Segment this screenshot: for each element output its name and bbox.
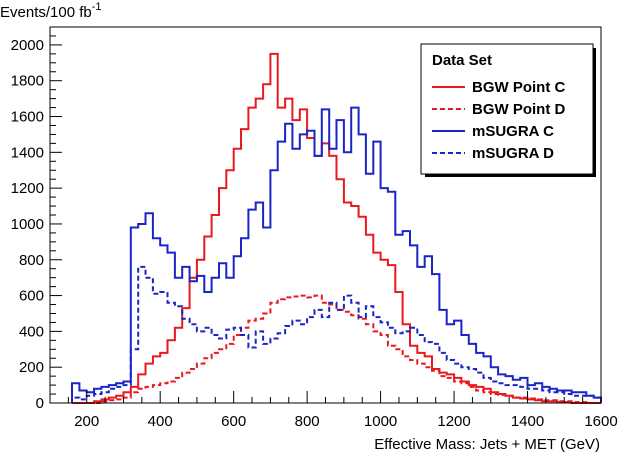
legend-label-1: BGW Point C [472, 79, 565, 96]
series-line-2 [72, 294, 601, 404]
y-tick-label: 600 [19, 288, 44, 305]
y-axis-title: Events/100 fb-1 [0, 1, 102, 21]
x-axis-title: Effective Mass: Jets + MET (GeV) [374, 436, 600, 453]
series-line-3 [71, 106, 602, 403]
x-tick-label: 200 [74, 413, 99, 430]
y-tick-label: 1400 [11, 144, 44, 161]
x-tick-label: 600 [221, 413, 246, 430]
y-tick-label: 1200 [11, 180, 44, 197]
x-tick-label: 400 [148, 413, 173, 430]
y-tick-label: 2000 [11, 37, 44, 54]
y-tick-label: 1000 [11, 216, 44, 233]
y-tick-label: 0 [36, 395, 44, 412]
legend-label-3: mSUGRA C [472, 123, 554, 140]
y-tick-label: 800 [19, 252, 44, 269]
x-tick-label: 800 [295, 413, 320, 430]
y-tick-label: 1600 [11, 109, 44, 126]
series-line-4 [71, 265, 602, 403]
legend-shadow-right [593, 48, 596, 177]
legend-entries: BGW Point C BGW Point D mSUGRA C mSUGRA D [432, 79, 565, 162]
series-layer [71, 52, 602, 404]
y-tick-label: 1800 [11, 73, 44, 90]
legend: Data Set BGW Point C BGW Point D mSUGRA C m… [420, 43, 596, 177]
legend-label-4: mSUGRA D [472, 145, 554, 162]
y-tick-label: 200 [19, 359, 44, 376]
x-tick-label: 1600 [584, 413, 617, 430]
y-axis-title-superscript: -1 [92, 1, 102, 13]
y-tick-label: 400 [19, 323, 44, 340]
legend-shadow-bottom [425, 174, 596, 177]
y-axis-title-text: Events/100 fb [0, 4, 92, 21]
axes-layer: 200 400 600 800 1000 1200 1400 1600 0 200 400 600 80… [11, 26, 618, 430]
x-tick-label: 1400 [511, 413, 544, 430]
x-tick-label: 1000 [364, 413, 397, 430]
legend-label-2: BGW Point D [472, 101, 565, 118]
x-tick-label: 1200 [437, 413, 470, 430]
series-line-1 [72, 52, 601, 404]
legend-title: Data Set [432, 52, 492, 69]
